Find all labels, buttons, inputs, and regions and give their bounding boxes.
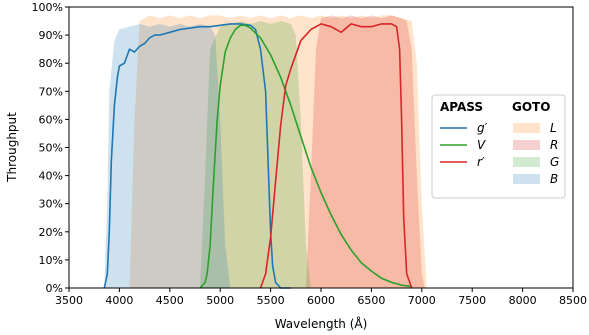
x-tick-label: 8500 — [559, 294, 587, 307]
x-tick-label: 6500 — [357, 294, 385, 307]
legend-label-g: G — [550, 155, 559, 169]
y-tick-label: 70% — [39, 85, 63, 98]
area-b — [104, 23, 231, 289]
area-r — [305, 15, 425, 289]
y-tick-label: 50% — [39, 142, 63, 155]
y-tick-label: 60% — [39, 113, 63, 126]
x-tick-label: 3500 — [55, 294, 83, 307]
legend-swatch-l — [513, 123, 540, 133]
area-g — [200, 21, 311, 288]
y-tick-label: 10% — [39, 254, 63, 267]
y-tick-label: 40% — [39, 170, 63, 183]
x-tick-label: 4000 — [105, 294, 133, 307]
x-tick-label: 6000 — [307, 294, 335, 307]
x-tick-label: 5500 — [257, 294, 285, 307]
legend-title-apass: APASS — [440, 100, 483, 114]
legend-title-goto: GOTO — [512, 100, 550, 114]
legend-label-v: V — [477, 138, 486, 152]
x-tick-label: 5000 — [206, 294, 234, 307]
y-tick-label: 0% — [46, 282, 63, 295]
legend-label-b: B — [550, 172, 558, 186]
x-tick-label: 7000 — [408, 294, 436, 307]
y-axis-label: Throughput — [5, 112, 19, 183]
y-tick-label: 100% — [32, 1, 63, 14]
legend-label-r: r′ — [477, 155, 485, 169]
legend-swatch-b — [513, 174, 540, 184]
line-g — [103, 23, 291, 289]
legend-swatch-g — [513, 157, 540, 167]
line-r — [259, 23, 413, 289]
y-axis: 0% 10% 20% 30% 40% 50% 60% 70% 80% 90% 100% — [32, 1, 69, 295]
legend-label-l: L — [550, 121, 557, 135]
y-tick-label: 20% — [39, 226, 63, 239]
legend-label-r: R — [550, 138, 558, 152]
x-tick-label: 4500 — [156, 294, 184, 307]
x-axis-label: Wavelength (Å) — [275, 316, 368, 331]
y-tick-label: 90% — [39, 29, 63, 42]
x-axis: 3500 4000 4500 5000 5500 6000 6500 7000 7500 8000… — [55, 288, 587, 307]
legend-swatch-r — [513, 140, 540, 150]
y-tick-label: 30% — [39, 198, 63, 211]
y-tick-label: 80% — [39, 57, 63, 70]
filter-areas — [104, 15, 427, 289]
filter-lines — [103, 23, 413, 289]
legend-box — [431, 94, 566, 199]
line-v — [199, 24, 412, 289]
legend-label-g: g′ — [477, 121, 488, 135]
x-tick-label: 8000 — [509, 294, 537, 307]
x-tick-label: 7500 — [458, 294, 486, 307]
legend-apass-items: g′ Vr′ — [440, 121, 488, 169]
